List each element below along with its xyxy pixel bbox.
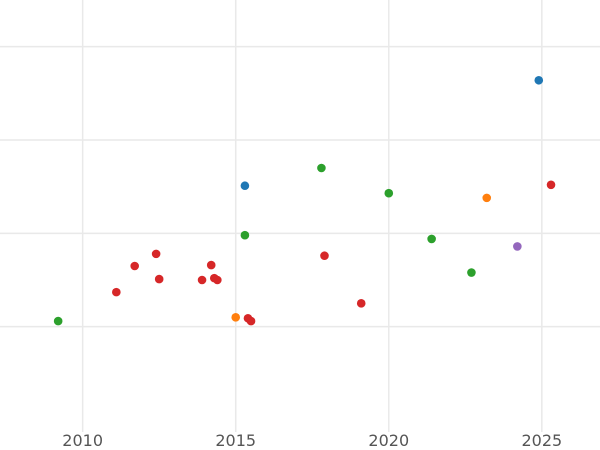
data-point (130, 261, 139, 271)
x-tick-label: 2010 (62, 431, 103, 450)
data-point (427, 234, 436, 244)
data-point (356, 299, 366, 308)
data-point (246, 316, 256, 326)
data-point (154, 274, 164, 284)
data-point (112, 287, 121, 297)
data-point (534, 75, 544, 85)
data-point (53, 316, 63, 326)
data-point (546, 180, 556, 190)
x-tick-label: 2015 (215, 431, 256, 450)
data-point (213, 275, 222, 285)
data-point (197, 275, 207, 285)
x-gridlines (81, 0, 543, 432)
data-point (467, 268, 476, 277)
data-point (513, 242, 522, 251)
data-point (240, 230, 250, 240)
data-point (151, 249, 161, 259)
data-point (240, 181, 250, 191)
data-points (53, 75, 556, 326)
data-point (320, 251, 329, 261)
data-point (482, 193, 492, 203)
data-point (206, 260, 216, 270)
x-tick-label: 2025 (521, 431, 562, 450)
data-point (317, 163, 326, 173)
data-point (384, 188, 394, 198)
data-point (231, 313, 241, 322)
y-gridlines (0, 45, 600, 328)
x-tick-label: 2020 (368, 431, 409, 450)
x-axis-tick-labels: 2010 2015 2020 2025 (62, 431, 562, 450)
